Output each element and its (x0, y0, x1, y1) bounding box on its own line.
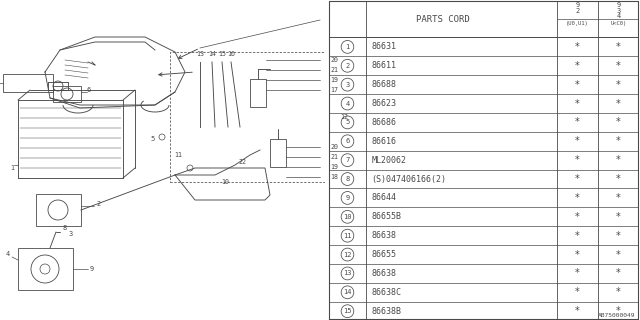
Text: 2: 2 (346, 63, 349, 69)
Text: *: * (616, 117, 621, 127)
Text: *: * (616, 61, 621, 71)
Text: 19: 19 (330, 77, 338, 83)
Text: *: * (575, 231, 580, 241)
Text: 20: 20 (330, 144, 338, 150)
Text: *: * (616, 155, 621, 165)
Text: 13: 13 (196, 51, 204, 57)
Text: *: * (575, 250, 580, 260)
Text: 9: 9 (90, 266, 94, 272)
Text: 86638: 86638 (372, 231, 397, 240)
Text: *: * (616, 99, 621, 108)
Text: 86655: 86655 (372, 250, 397, 259)
Text: 86688: 86688 (372, 80, 397, 89)
Text: 10: 10 (221, 179, 229, 185)
Text: 1: 1 (10, 165, 14, 171)
Text: *: * (575, 99, 580, 108)
Text: *: * (616, 80, 621, 90)
Text: *: * (575, 193, 580, 203)
Text: *: * (616, 212, 621, 222)
Text: 86655B: 86655B (372, 212, 402, 221)
Text: ML20062: ML20062 (372, 156, 407, 165)
Text: 2: 2 (96, 201, 100, 207)
Text: AB75000049: AB75000049 (598, 313, 636, 318)
Text: 86638B: 86638B (372, 307, 402, 316)
Text: 3: 3 (346, 82, 349, 88)
Text: 86616: 86616 (372, 137, 397, 146)
Text: *: * (616, 250, 621, 260)
Text: *: * (616, 268, 621, 278)
Text: 22: 22 (238, 159, 246, 165)
Text: 86631: 86631 (372, 42, 397, 52)
Text: 11: 11 (343, 233, 352, 239)
Text: *: * (616, 136, 621, 146)
Text: *: * (616, 174, 621, 184)
Text: *: * (575, 174, 580, 184)
Text: *: * (575, 268, 580, 278)
Text: 3: 3 (69, 231, 73, 237)
Text: *: * (575, 80, 580, 90)
Text: *: * (575, 306, 580, 316)
Text: (S)047406166(2): (S)047406166(2) (372, 174, 447, 184)
Text: 4: 4 (346, 100, 349, 107)
Text: 17: 17 (330, 87, 338, 93)
Text: 21: 21 (330, 154, 338, 160)
Text: 7: 7 (346, 157, 349, 163)
Text: U<C0): U<C0) (611, 20, 627, 26)
Text: 4: 4 (6, 251, 10, 257)
Text: 6: 6 (346, 138, 349, 144)
Text: 12: 12 (340, 114, 348, 120)
Text: 86638: 86638 (372, 269, 397, 278)
Text: 10: 10 (343, 214, 352, 220)
Text: (U0,U1): (U0,U1) (566, 20, 589, 26)
Text: 9
3
4: 9 3 4 (616, 2, 621, 19)
Text: 19: 19 (330, 164, 338, 170)
Text: 9
2: 9 2 (575, 2, 580, 14)
Text: *: * (616, 42, 621, 52)
Text: *: * (575, 61, 580, 71)
Text: *: * (575, 136, 580, 146)
Text: 86623: 86623 (372, 99, 397, 108)
Text: *: * (575, 155, 580, 165)
Text: 86638C: 86638C (372, 288, 402, 297)
Text: *: * (616, 193, 621, 203)
Text: *: * (616, 306, 621, 316)
Text: 5: 5 (346, 119, 349, 125)
Text: 9: 9 (346, 195, 349, 201)
Text: *: * (616, 231, 621, 241)
Text: 21: 21 (330, 67, 338, 73)
Text: 86611: 86611 (372, 61, 397, 70)
Text: 14: 14 (208, 51, 216, 57)
Text: 14: 14 (343, 289, 352, 295)
Text: *: * (575, 212, 580, 222)
Text: 86686: 86686 (372, 118, 397, 127)
Text: *: * (575, 287, 580, 297)
Text: *: * (616, 287, 621, 297)
Text: 20: 20 (330, 57, 338, 63)
Text: 6: 6 (87, 87, 92, 93)
Text: *: * (575, 117, 580, 127)
Text: 18: 18 (330, 174, 338, 180)
Text: 15: 15 (218, 51, 226, 57)
Text: *: * (575, 42, 580, 52)
Text: PARTS CORD: PARTS CORD (416, 14, 470, 24)
Text: 15: 15 (343, 308, 352, 314)
Text: 8: 8 (63, 225, 67, 231)
Text: 86644: 86644 (372, 193, 397, 203)
Text: 12: 12 (343, 252, 352, 258)
Text: 1: 1 (346, 44, 349, 50)
Text: 5: 5 (151, 136, 155, 142)
Text: 8: 8 (346, 176, 349, 182)
Text: 11: 11 (174, 152, 182, 158)
Text: 16: 16 (227, 51, 235, 57)
Text: 13: 13 (343, 270, 352, 276)
